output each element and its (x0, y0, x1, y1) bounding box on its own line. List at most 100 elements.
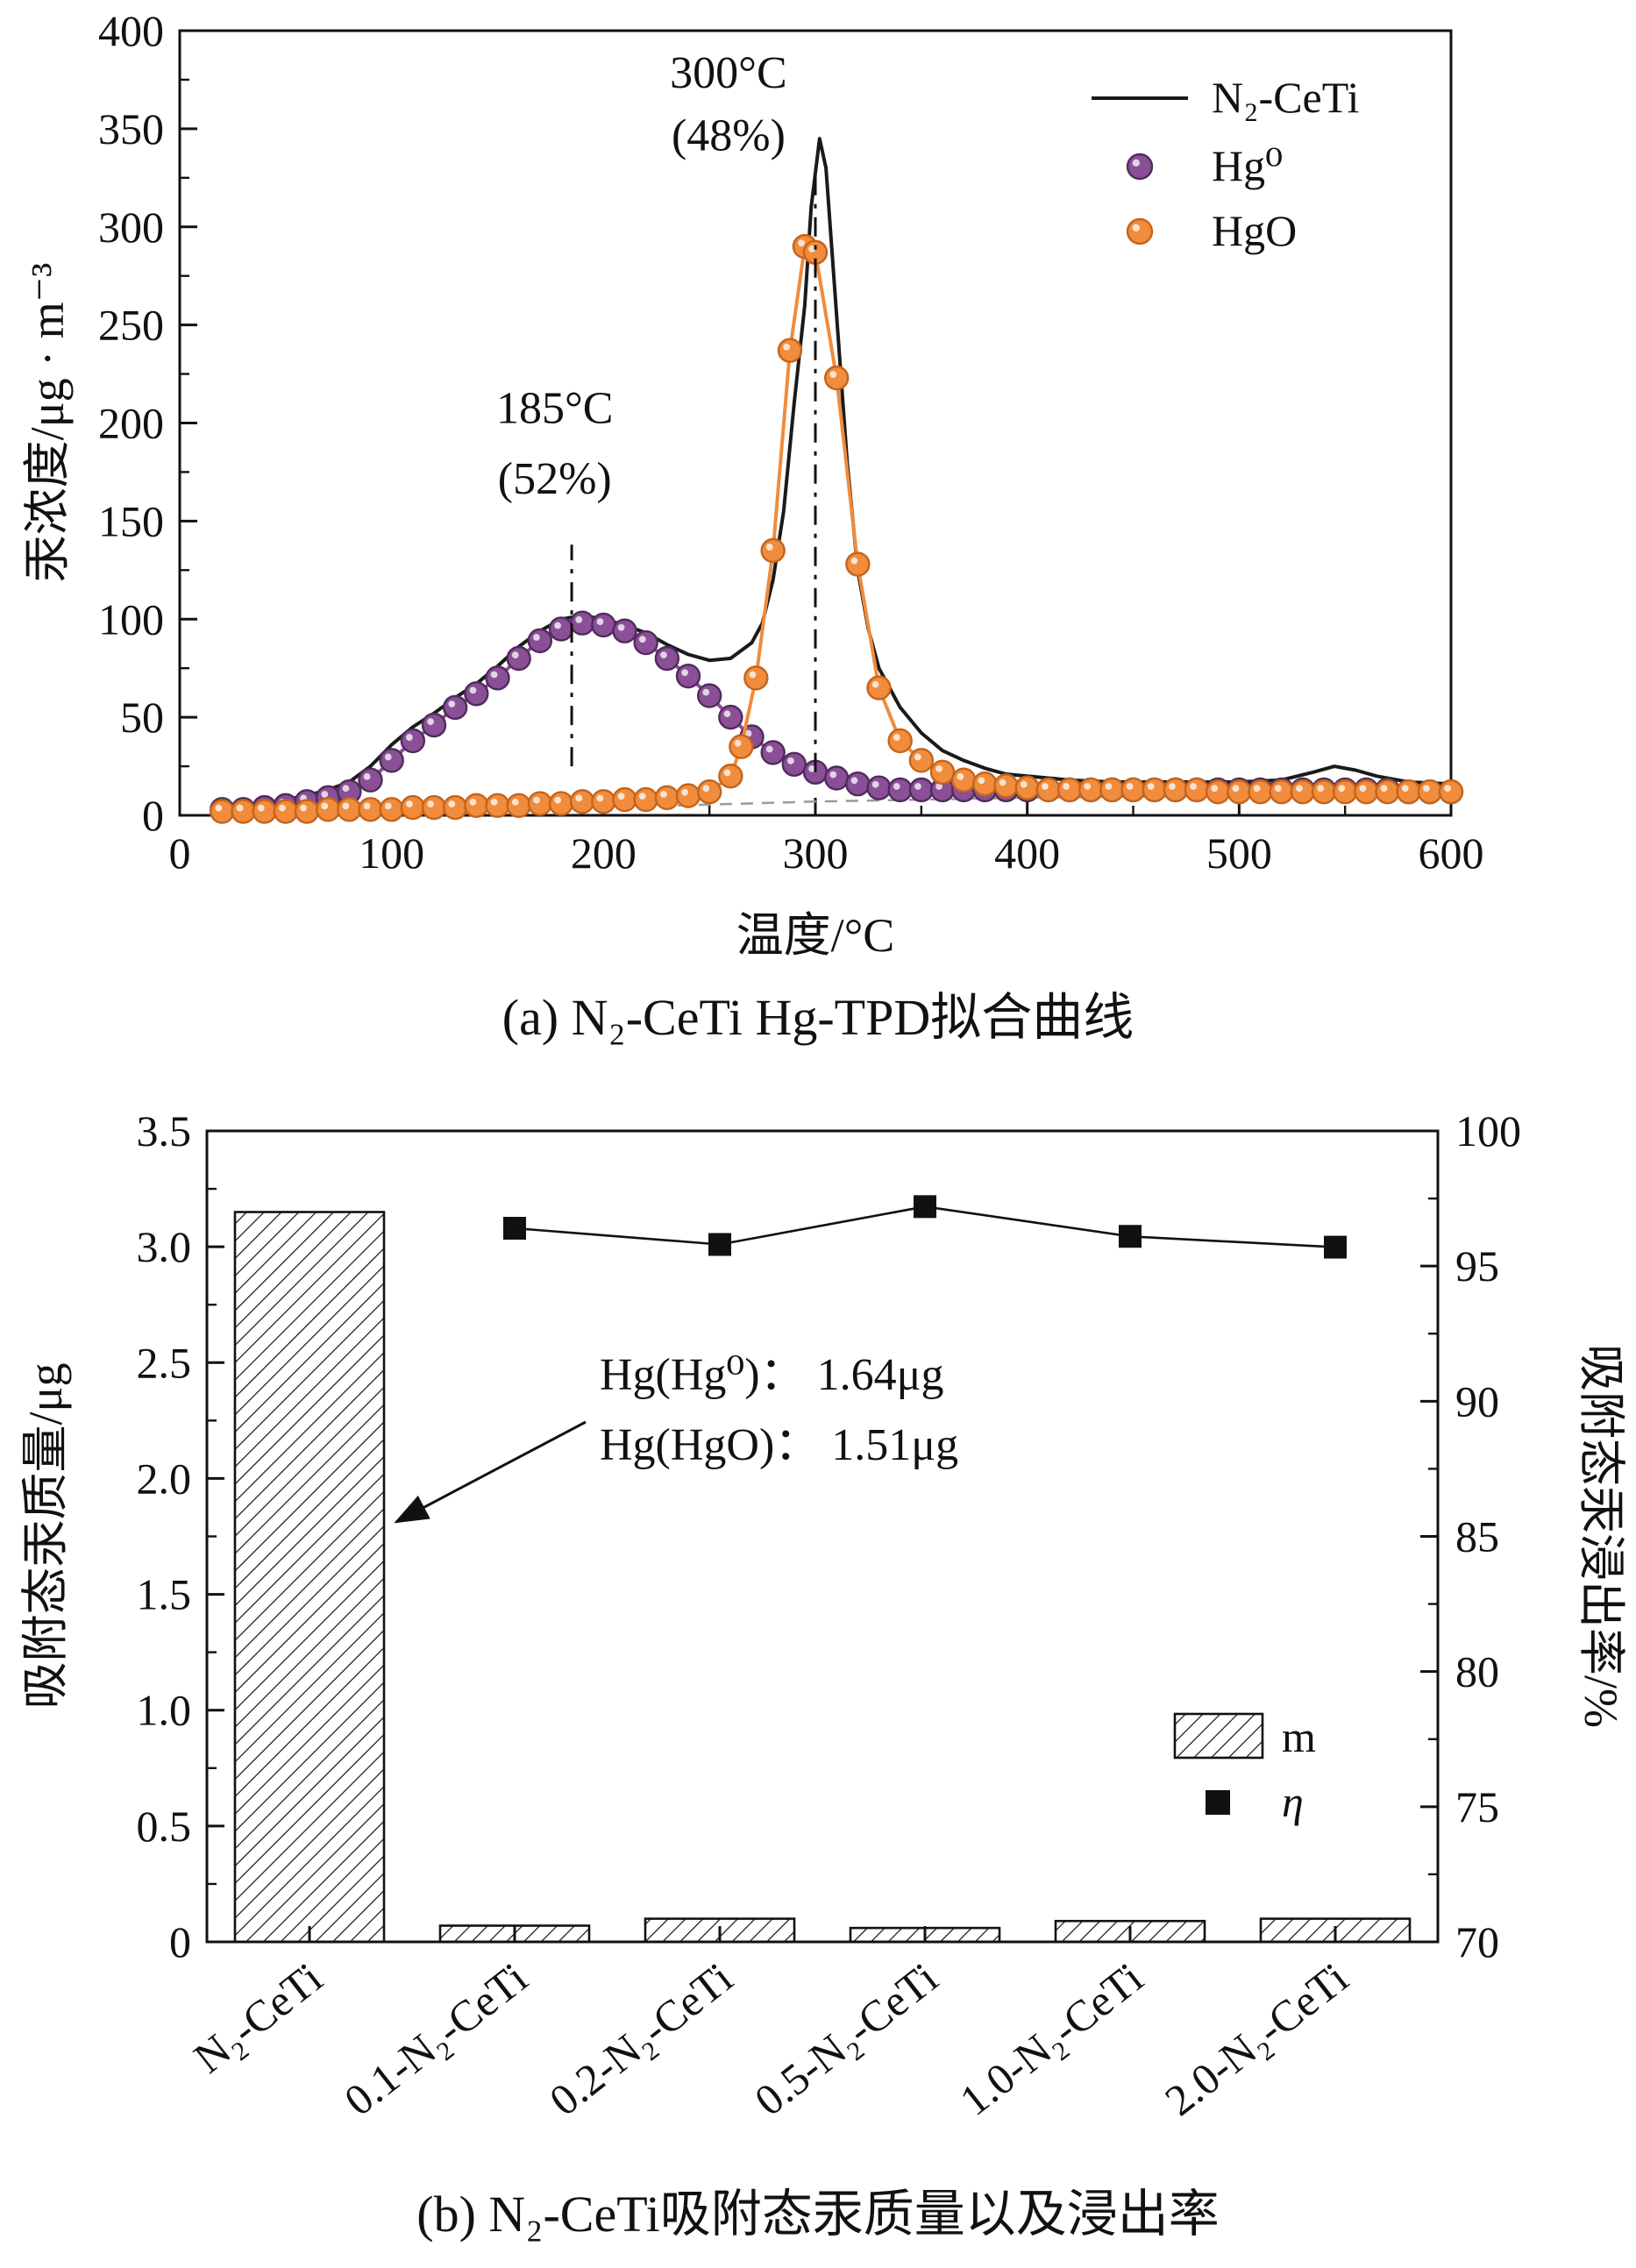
marker-HgO (337, 797, 362, 822)
marker-HgO (1354, 779, 1379, 805)
marker-HgO-highlight (702, 785, 710, 793)
marker-HgO (400, 794, 426, 821)
a-legend-label-2: HgO (1212, 206, 1297, 255)
marker-HgO (442, 794, 468, 821)
marker-HgO (548, 791, 574, 816)
marker-HgO (729, 734, 754, 759)
marker-Hg⁰-highlight (660, 651, 667, 658)
marker-HgO (1120, 777, 1146, 803)
marker-HgO (527, 791, 553, 816)
marker-HgO-highlight (1232, 785, 1240, 793)
marker-Hg⁰ (633, 629, 658, 656)
marker-Hg⁰ (358, 767, 383, 793)
marker-Hg⁰-highlight (723, 710, 731, 718)
b-category-label-3: 0.5-N₂-CeTi (745, 1953, 947, 2126)
marker-HgO (908, 748, 935, 773)
marker-Hg⁰-highlight (871, 780, 879, 788)
a-y-tick-label: 250 (98, 301, 164, 350)
marker-Hg⁰ (675, 663, 701, 689)
marker-HgO-highlight (957, 772, 964, 780)
b-left-tick-label: 3.0 (137, 1222, 192, 1271)
marker-HgO (1099, 777, 1125, 803)
marker-HgO (379, 797, 404, 822)
b-annotation-line-2: Hg(HgO)： 1.51μg (600, 1420, 958, 1470)
b-right-tick-label: 100 (1455, 1106, 1521, 1155)
a-x-tick-label: 600 (1419, 828, 1484, 878)
marker-HgO-highlight (533, 796, 540, 804)
marker-HgO (718, 764, 743, 789)
marker-HgO (464, 793, 489, 819)
marker-HgO (823, 365, 850, 391)
marker-HgO (1035, 777, 1062, 803)
marker-HgO (993, 773, 1019, 799)
marker-HgO (231, 799, 256, 824)
a-x-tick-label: 100 (359, 828, 424, 878)
b-legend-label-eta: η (1282, 1777, 1304, 1826)
marker-HgO-highlight (300, 804, 307, 812)
marker-HgO-highlight (1063, 783, 1070, 790)
a-x-tick-label: 400 (994, 828, 1060, 878)
marker-Hg⁰-highlight (469, 686, 477, 694)
a-y-tick-label: 200 (98, 399, 164, 448)
marker-HgO-highlight (490, 799, 498, 806)
marker-HgO (1205, 779, 1231, 805)
bar-0.1-N₂-CeTi (438, 1924, 591, 1944)
marker-Hg⁰-highlight (342, 785, 350, 793)
a-peak-label-0: 185°C (496, 384, 613, 434)
marker-HgO-highlight (363, 802, 371, 810)
marker-HgO (591, 789, 616, 814)
marker-HgO (743, 665, 769, 691)
marker-HgO-highlight (1190, 783, 1197, 790)
marker-Hg⁰ (887, 777, 913, 803)
a-x-tick-label: 0 (169, 828, 191, 878)
marker-HgO-highlight (829, 371, 837, 379)
marker-HgO-highlight (596, 794, 604, 802)
marker-HgO-highlight (1359, 785, 1367, 793)
marker-HgO (1056, 777, 1083, 803)
marker-HgO-highlight (384, 802, 392, 810)
b-legend-hatch-sample (1173, 1712, 1264, 1760)
marker-HgO-highlight (321, 802, 329, 810)
marker-Hg⁰-highlight (765, 745, 773, 753)
marker-Hg⁰-highlight (638, 636, 646, 643)
marker-Hg⁰-highlight (914, 783, 921, 790)
marker-HgO (845, 551, 871, 577)
marker-Hg⁰-highlight (617, 623, 625, 631)
b-left-axis-label: 吸附态汞质量/μg (19, 1363, 72, 1710)
marker-Hg⁰ (527, 628, 553, 654)
bar-1.0-N₂-CeTi (1054, 1919, 1206, 1944)
tpd-chart: 0 100 200 300 400 500 600 0 50 100 150 200 250 300 350… (98, 6, 1484, 878)
marker-HgO-highlight (342, 802, 350, 810)
marker-Hg⁰-highlight (702, 688, 710, 696)
marker-Hg⁰ (823, 765, 850, 791)
marker-HgO-highlight (257, 804, 265, 812)
marker-HgO (760, 537, 786, 564)
marker-Hg⁰-highlight (681, 669, 688, 677)
marker-HgO-highlight (511, 799, 519, 806)
marker-HgO-highlight (279, 804, 286, 812)
bar-0.5-N₂-CeTi (849, 1926, 1001, 1944)
marker-Hg⁰ (654, 645, 680, 672)
b-category-label-1: 0.1-N₂-CeTi (335, 1953, 537, 2126)
marker-Hg⁰ (442, 694, 468, 721)
marker-HgO (654, 785, 680, 811)
marker-HgO-highlight (850, 557, 858, 565)
marker-Hg⁰ (718, 704, 743, 730)
marker-HgO (1269, 779, 1294, 805)
marker-HgO-highlight (448, 800, 456, 808)
bar-2.0-N₂-CeTi (1259, 1917, 1412, 1944)
a-legend-marker-Hg⁰ (1126, 153, 1154, 181)
marker-Hg⁰-highlight (893, 783, 900, 790)
bar-0.2-N₂-CeTi (644, 1917, 796, 1944)
marker-HgO (1163, 777, 1189, 803)
marker-Hg⁰ (464, 681, 489, 707)
marker-HgO (569, 789, 595, 814)
b-right-tick-label: 80 (1455, 1647, 1499, 1696)
b-left-tick-label: 0 (169, 1917, 191, 1966)
marker-HgO (1332, 779, 1358, 805)
b-right-tick-label: 90 (1455, 1376, 1499, 1425)
eta-point (914, 1195, 936, 1219)
marker-HgO-highlight (808, 245, 815, 252)
marker-HgO (315, 797, 341, 822)
marker-HgO-highlight (469, 799, 477, 806)
